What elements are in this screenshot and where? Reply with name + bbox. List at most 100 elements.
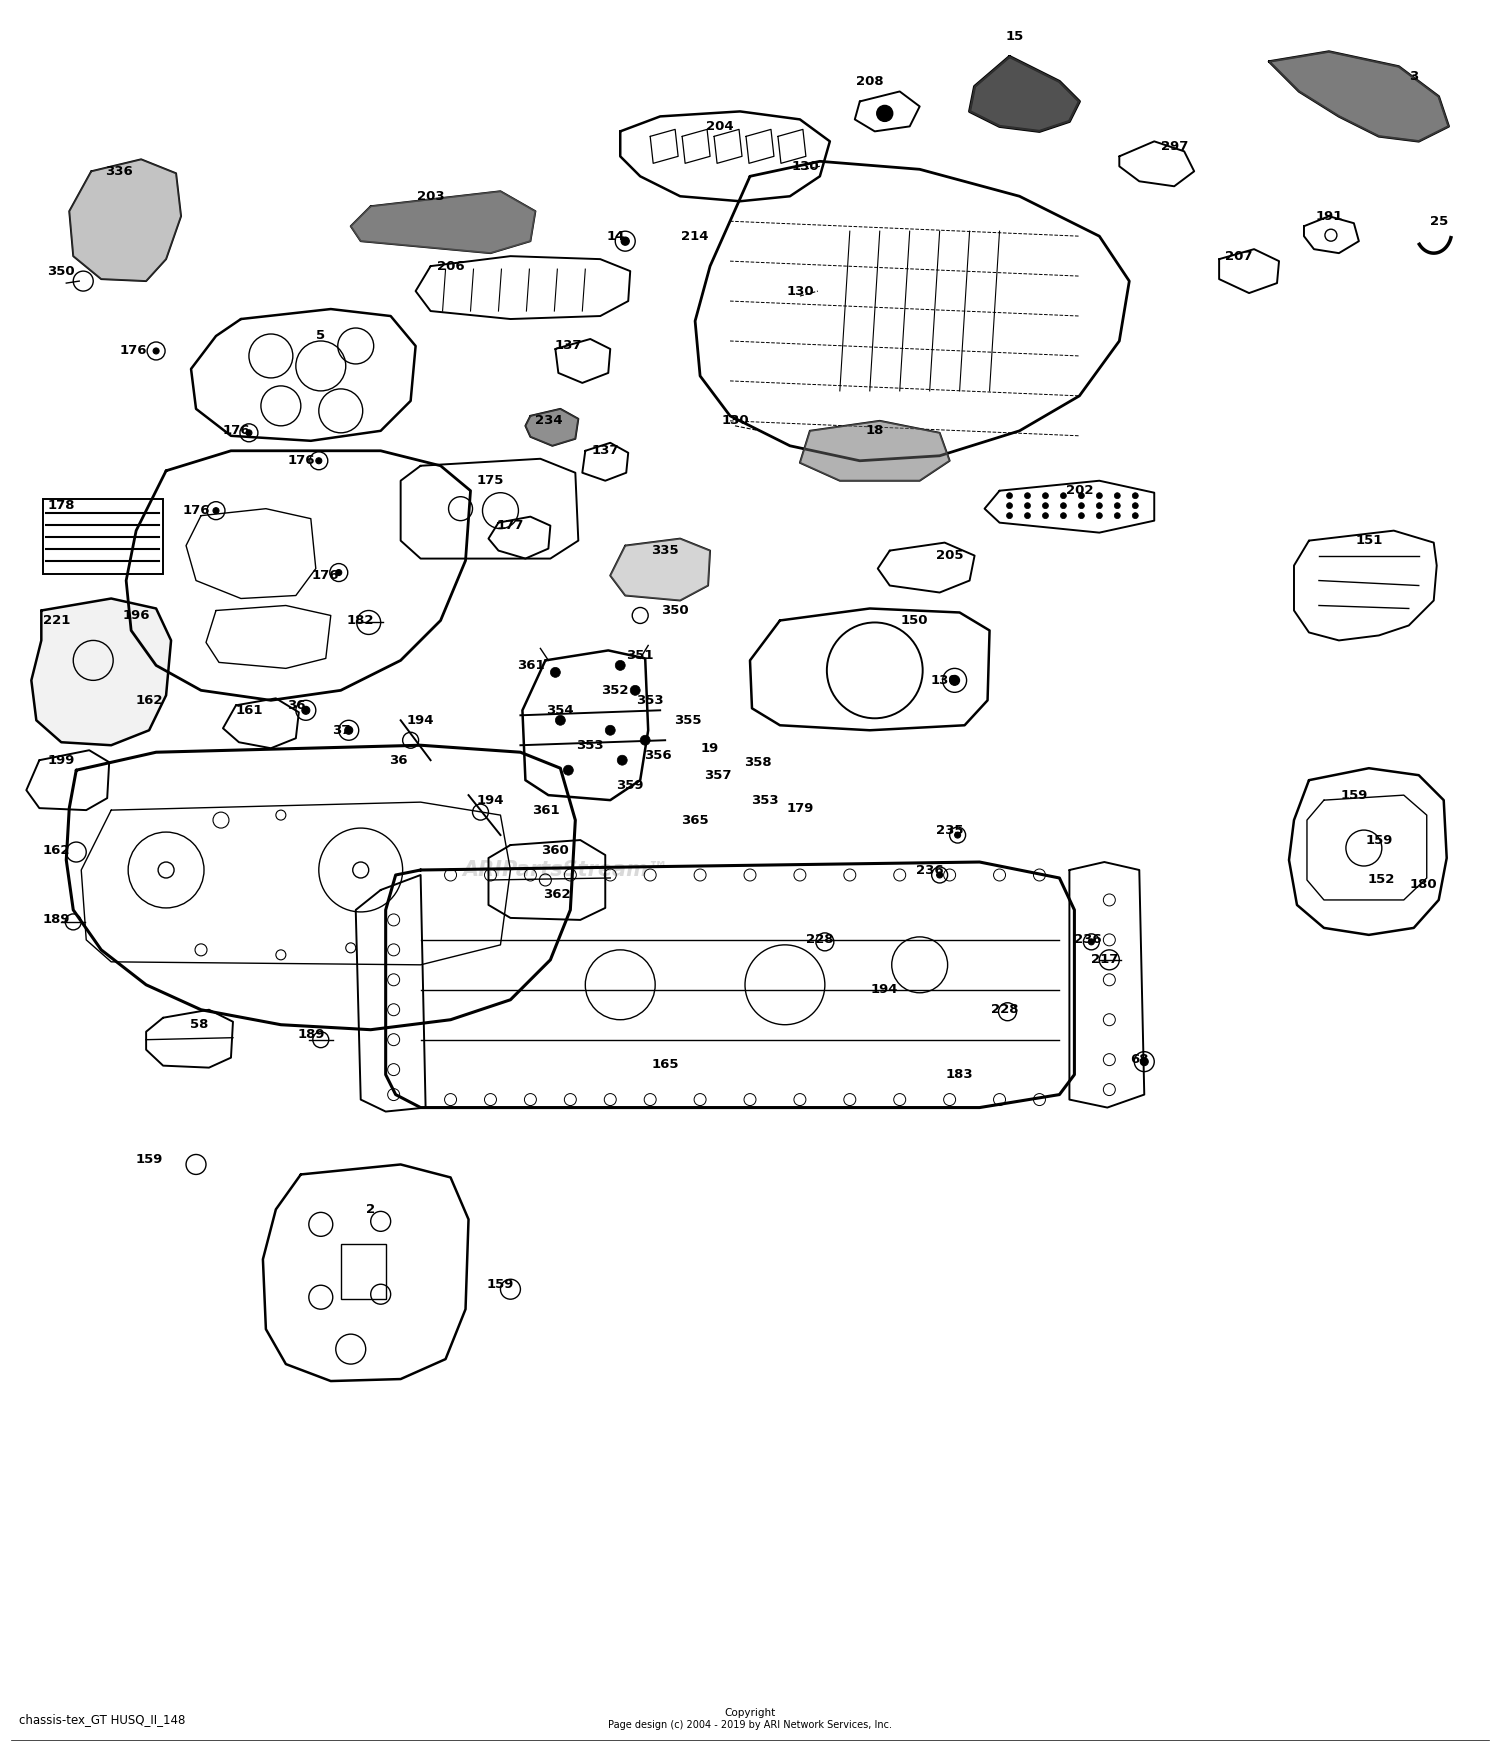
Text: 205: 205 bbox=[936, 549, 963, 562]
Text: 362: 362 bbox=[543, 888, 572, 902]
Circle shape bbox=[1096, 502, 1102, 509]
Circle shape bbox=[954, 832, 960, 839]
Text: 350: 350 bbox=[48, 265, 75, 277]
Polygon shape bbox=[69, 159, 182, 281]
Text: 194: 194 bbox=[406, 713, 435, 727]
Text: 189: 189 bbox=[42, 914, 70, 926]
Circle shape bbox=[1132, 494, 1138, 499]
Text: 25: 25 bbox=[1430, 215, 1448, 228]
Text: 221: 221 bbox=[42, 614, 70, 626]
Text: 68: 68 bbox=[1130, 1053, 1149, 1066]
Polygon shape bbox=[800, 420, 950, 481]
Circle shape bbox=[1024, 494, 1030, 499]
Text: 353: 353 bbox=[752, 794, 778, 807]
Text: 130: 130 bbox=[722, 415, 748, 427]
Text: 3: 3 bbox=[1408, 70, 1419, 84]
Text: 180: 180 bbox=[1410, 879, 1437, 891]
Circle shape bbox=[1096, 494, 1102, 499]
Text: Copyright: Copyright bbox=[724, 1709, 776, 1718]
Polygon shape bbox=[1269, 52, 1449, 141]
Text: 175: 175 bbox=[477, 474, 504, 487]
Text: 357: 357 bbox=[705, 769, 732, 781]
Polygon shape bbox=[32, 598, 171, 745]
Text: 15: 15 bbox=[1005, 30, 1023, 44]
Circle shape bbox=[630, 685, 640, 696]
Circle shape bbox=[616, 755, 627, 766]
Polygon shape bbox=[969, 56, 1080, 131]
Text: 176: 176 bbox=[120, 345, 147, 358]
Circle shape bbox=[1114, 513, 1120, 518]
Text: chassis-tex_GT HUSQ_II_148: chassis-tex_GT HUSQ_II_148 bbox=[20, 1713, 186, 1727]
Text: 358: 358 bbox=[744, 755, 772, 769]
Text: 36: 36 bbox=[390, 753, 408, 767]
Bar bbox=[340, 1243, 386, 1299]
Text: 36: 36 bbox=[286, 699, 304, 712]
Text: ARIPartsStream™: ARIPartsStream™ bbox=[462, 860, 669, 881]
Circle shape bbox=[1078, 494, 1084, 499]
Text: 194: 194 bbox=[477, 794, 504, 807]
Text: 58: 58 bbox=[190, 1018, 208, 1031]
Circle shape bbox=[1024, 513, 1030, 518]
Circle shape bbox=[1132, 502, 1138, 509]
Circle shape bbox=[246, 429, 252, 436]
Circle shape bbox=[615, 661, 626, 670]
Circle shape bbox=[936, 872, 942, 877]
Circle shape bbox=[1007, 494, 1013, 499]
Text: 199: 199 bbox=[48, 753, 75, 767]
Text: 203: 203 bbox=[417, 190, 444, 202]
Circle shape bbox=[1089, 938, 1095, 945]
Text: 206: 206 bbox=[436, 260, 465, 272]
Text: 162: 162 bbox=[42, 844, 70, 856]
Polygon shape bbox=[525, 408, 579, 446]
Text: 179: 179 bbox=[786, 802, 813, 814]
Circle shape bbox=[1042, 502, 1048, 509]
Text: 182: 182 bbox=[346, 614, 375, 626]
Circle shape bbox=[878, 105, 892, 122]
Text: 189: 189 bbox=[297, 1029, 324, 1041]
Text: 19: 19 bbox=[700, 741, 718, 755]
Text: 361: 361 bbox=[516, 659, 544, 671]
Circle shape bbox=[1078, 502, 1084, 509]
Text: 162: 162 bbox=[135, 694, 164, 706]
Text: 234: 234 bbox=[534, 415, 562, 427]
Text: 151: 151 bbox=[1354, 534, 1383, 548]
Text: 355: 355 bbox=[675, 713, 702, 727]
Text: 178: 178 bbox=[48, 499, 75, 513]
Circle shape bbox=[153, 349, 159, 354]
Text: 217: 217 bbox=[1090, 954, 1118, 966]
Circle shape bbox=[564, 766, 573, 774]
Text: 361: 361 bbox=[531, 804, 560, 816]
Text: 228: 228 bbox=[806, 933, 834, 947]
Text: 360: 360 bbox=[542, 844, 568, 856]
Bar bbox=[44, 499, 164, 574]
Text: 152: 152 bbox=[1366, 874, 1395, 886]
Text: 130: 130 bbox=[932, 673, 958, 687]
Text: 194: 194 bbox=[871, 984, 898, 996]
Circle shape bbox=[1132, 513, 1138, 518]
Text: 176: 176 bbox=[183, 504, 210, 518]
Circle shape bbox=[1024, 502, 1030, 509]
Text: 208: 208 bbox=[856, 75, 883, 87]
Text: 297: 297 bbox=[1161, 140, 1188, 153]
Text: 177: 177 bbox=[496, 520, 523, 532]
Polygon shape bbox=[610, 539, 710, 600]
Circle shape bbox=[1078, 513, 1084, 518]
Text: 353: 353 bbox=[576, 739, 604, 752]
Text: 130: 130 bbox=[786, 284, 813, 298]
Text: 354: 354 bbox=[546, 705, 574, 717]
Text: 176: 176 bbox=[286, 453, 315, 467]
Circle shape bbox=[1042, 494, 1048, 499]
Text: 353: 353 bbox=[636, 694, 664, 706]
Circle shape bbox=[606, 726, 615, 736]
Text: 5: 5 bbox=[316, 330, 326, 342]
Circle shape bbox=[316, 457, 322, 464]
Text: 18: 18 bbox=[865, 424, 883, 438]
Text: 228: 228 bbox=[992, 1003, 1018, 1017]
Text: 204: 204 bbox=[706, 120, 734, 133]
Text: 130: 130 bbox=[790, 160, 819, 173]
Text: 235: 235 bbox=[936, 823, 963, 837]
Text: 350: 350 bbox=[662, 603, 688, 617]
Text: 137: 137 bbox=[555, 340, 582, 352]
Text: 37: 37 bbox=[332, 724, 350, 736]
Text: 351: 351 bbox=[627, 649, 654, 663]
